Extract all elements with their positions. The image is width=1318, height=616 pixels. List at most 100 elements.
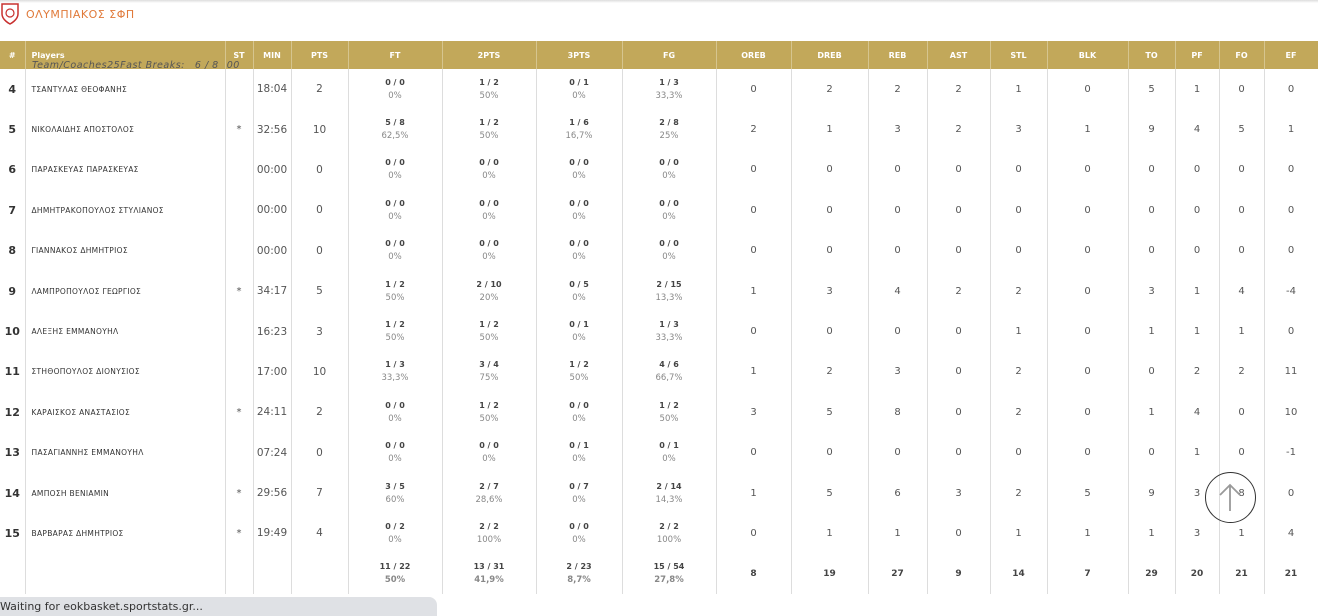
col-header-ef[interactable]: EF [1264,41,1318,69]
totals-two-pts-made-attempted: 13 / 31 [473,562,505,572]
minutes: 00:00 [253,149,292,191]
fg-percentage: 0% [662,211,676,222]
points: 0 [291,230,349,271]
oreb: 3 [716,392,792,433]
stl: 2 [990,472,1048,514]
blk: 0 [1047,392,1129,433]
ef: -4 [1264,270,1318,312]
col-header-stl[interactable]: STL [990,41,1048,69]
ft: 1 / 2 50% [348,270,443,312]
stl: 2 [990,392,1048,433]
totals-two-pts: 13 / 31 41,9% [442,553,537,595]
three-pts-made-attempted: 0 / 1 [569,320,589,330]
two-pts-made-attempted: 2 / 7 [479,481,499,491]
player-name: ΒΑΡΒΑΡΑΣ ΔΗΜΗΤΡΙΟΣ [25,513,226,554]
col-header-pf[interactable]: PF [1175,41,1220,69]
ft-made-attempted: 0 / 0 [385,158,405,168]
ast: 0 [927,351,991,393]
col-header-min[interactable]: MIN [253,41,292,69]
fg-percentage: 0% [662,454,676,465]
pf: 0 [1175,230,1220,271]
scroll-to-top-button[interactable] [1205,472,1256,523]
oreb: 1 [716,472,792,514]
two-pts-made-attempted: 1 / 2 [479,118,499,128]
player-row: 9 ΛΑΜΠΡΟΠΟΥΛΟΣ ΓΕΩΡΓΙΟΣ * 34:17 5 1 / 2 50% 2 /… [0,270,1318,312]
two-pts-percentage: 100% [476,534,502,545]
totals-min [253,553,292,595]
col-header-reb[interactable]: REB [868,41,928,69]
two-pts-made-attempted: 0 / 0 [479,158,499,168]
fo: 4 [1219,270,1265,312]
col-header-no[interactable]: # [0,41,26,69]
two-pts-percentage: 50% [479,90,499,101]
ast: 0 [927,513,991,554]
pf: 3 [1175,513,1220,554]
fo: 0 [1219,392,1265,433]
fg-percentage: 66,7% [655,373,683,384]
stl: 0 [990,432,1048,473]
minutes: 17:00 [253,351,292,393]
col-header-blk[interactable]: BLK [1047,41,1129,69]
totals-dreb: 19 [791,553,869,595]
points: 2 [291,392,349,433]
col-header-to[interactable]: TO [1128,41,1176,69]
starter-mark: * [225,513,254,554]
totals-blk: 7 [1047,553,1129,595]
three-pts-made-attempted: 0 / 0 [569,521,589,531]
ft-percentage: 0% [388,534,402,545]
two-pts-percentage: 0% [482,252,496,263]
player-row: 4 ΤΣΑΝΤΥΛΑΣ ΘΕΟΦΑΝΗΣ 18:04 2 0 / 0 0% 1 / 2 50%… [0,69,1318,110]
ast: 2 [927,109,991,150]
fg-made-attempted: 2 / 14 [656,481,682,491]
points: 5 [291,270,349,312]
three-pts: 0 / 0 0% [536,190,623,231]
col-header-ft[interactable]: FT [348,41,443,69]
two-pts-percentage: 20% [479,292,499,303]
totals-fg-percentage: 27,8% [654,575,684,586]
col-header-p2[interactable]: 2PTS [442,41,537,69]
points: 10 [291,351,349,393]
dreb: 0 [791,432,869,473]
browser-status-bar: Waiting for eokbasket.sportstats.gr... [0,597,437,616]
totals-pf: 20 [1175,553,1220,595]
to: 9 [1128,109,1176,150]
points: 0 [291,432,349,473]
player-name: ΑΛΕΞΗΣ ΕΜΜΑΝΟΥΗΛ [25,311,226,352]
player-number: 14 [0,472,26,514]
pf: 4 [1175,392,1220,433]
blk: 0 [1047,311,1129,352]
player-row: 8 ΓΙΑΝΝΑΚΟΣ ΔΗΜΗΤΡΙΟΣ 00:00 0 0 / 0 0% 0 / 0 0%… [0,230,1318,271]
player-number: 10 [0,311,26,352]
col-header-p3[interactable]: 3PTS [536,41,623,69]
fg-made-attempted: 1 / 3 [659,320,679,330]
col-header-dreb[interactable]: DREB [791,41,869,69]
ft-percentage: 33,3% [381,373,409,384]
totals-pts [291,553,349,595]
col-header-st[interactable]: ST [225,41,254,69]
three-pts-percentage: 0% [572,292,586,303]
ef: 0 [1264,311,1318,352]
col-header-name[interactable]: Players [25,41,226,69]
col-header-oreb[interactable]: OREB [716,41,792,69]
ft-percentage: 0% [388,454,402,465]
three-pts-percentage: 0% [572,333,586,344]
team-oreb: 2 [107,59,114,71]
three-pts: 0 / 1 0% [536,69,623,110]
player-number: 8 [0,230,26,271]
two-pts-percentage: 0% [482,454,496,465]
totals-reb: 27 [868,553,928,595]
ft-made-attempted: 3 / 5 [385,481,405,491]
col-header-pts[interactable]: PTS [291,41,349,69]
ft-made-attempted: 0 / 0 [385,77,405,87]
col-header-fg[interactable]: FG [622,41,717,69]
fo: 2 [1219,351,1265,393]
totals-fo: 21 [1219,553,1265,595]
to: 1 [1128,513,1176,554]
dreb: 5 [791,392,869,433]
col-header-ast[interactable]: AST [927,41,991,69]
fg-made-attempted: 2 / 8 [659,118,679,128]
three-pts-percentage: 0% [572,211,586,222]
col-header-fo[interactable]: FO [1219,41,1265,69]
ft-percentage: 0% [388,90,402,101]
minutes: 00:00 [253,190,292,231]
